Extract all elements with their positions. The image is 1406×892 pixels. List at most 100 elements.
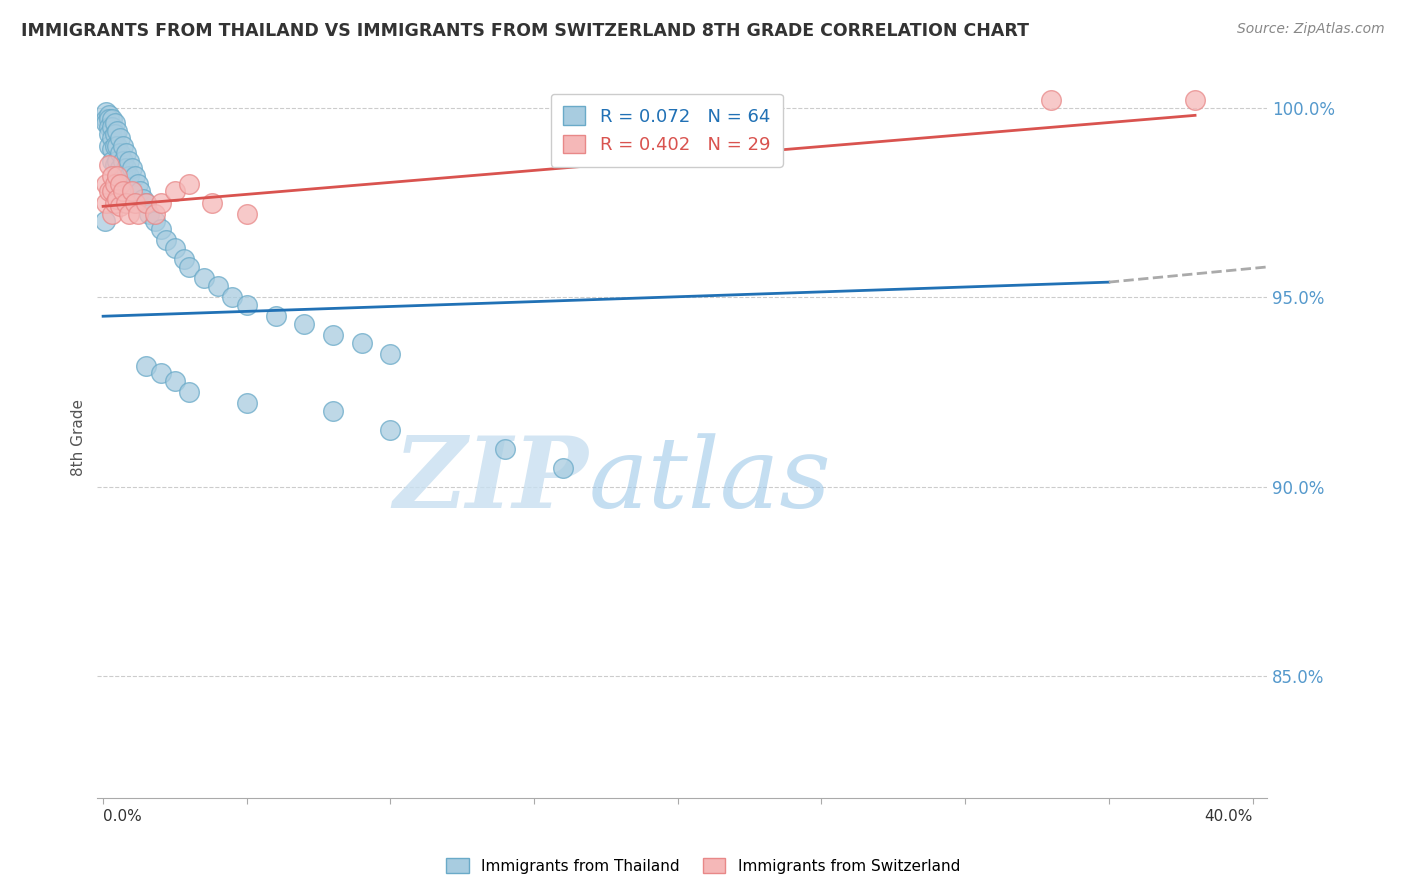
Point [179, 177, 201, 191]
Point [100, 143, 122, 157]
Point [124, 169, 146, 183]
Point [193, 271, 215, 285]
Point [104, 158, 127, 172]
Text: Source: ZipAtlas.com: Source: ZipAtlas.com [1237, 22, 1385, 37]
Point [149, 366, 172, 380]
Point [94, 177, 117, 191]
Point [350, 335, 373, 350]
Point [135, 195, 157, 210]
Point [93, 214, 115, 228]
Point [173, 252, 195, 267]
Point [135, 195, 157, 210]
Point [380, 423, 402, 437]
Point [110, 131, 132, 145]
Point [118, 153, 141, 168]
Point [236, 396, 259, 410]
Point [236, 207, 259, 221]
Point [97, 112, 120, 127]
Point [104, 177, 127, 191]
Point [201, 195, 224, 210]
Point [100, 131, 122, 145]
Point [143, 214, 166, 228]
Point [110, 146, 132, 161]
Point [94, 104, 117, 119]
Point [121, 161, 143, 176]
Point [155, 234, 177, 248]
Point [115, 161, 138, 176]
Point [104, 138, 127, 153]
Point [124, 195, 146, 210]
Point [115, 195, 138, 210]
Point [104, 195, 127, 210]
Point [129, 184, 152, 198]
Text: 40.0%: 40.0% [1204, 809, 1253, 824]
Point [179, 260, 201, 274]
Point [97, 120, 120, 134]
Point [107, 192, 129, 206]
Point [207, 279, 229, 293]
Point [97, 108, 120, 122]
Point [132, 192, 155, 206]
Point [97, 158, 120, 172]
Legend: R = 0.072   N = 64, R = 0.402   N = 29: R = 0.072 N = 64, R = 0.402 N = 29 [551, 94, 783, 167]
Point [110, 199, 132, 213]
Point [292, 317, 315, 331]
Point [100, 153, 122, 168]
Point [149, 195, 172, 210]
Point [666, 108, 689, 122]
Point [107, 138, 129, 153]
Point [127, 177, 149, 191]
Point [107, 123, 129, 137]
Point [94, 195, 117, 210]
Point [104, 128, 127, 142]
Point [118, 169, 141, 183]
Text: ZIP: ZIP [394, 433, 589, 529]
Point [107, 169, 129, 183]
Point [112, 169, 135, 183]
Point [494, 442, 516, 456]
Point [110, 161, 132, 176]
Point [121, 184, 143, 198]
Point [322, 404, 344, 418]
Point [264, 310, 287, 324]
Point [1184, 93, 1206, 107]
Point [107, 169, 129, 183]
Point [322, 328, 344, 343]
Point [100, 207, 122, 221]
Text: 0.0%: 0.0% [103, 809, 142, 824]
Point [380, 347, 402, 361]
Point [121, 184, 143, 198]
Point [110, 177, 132, 191]
Point [97, 138, 120, 153]
Point [94, 112, 117, 127]
Point [118, 207, 141, 221]
Point [149, 222, 172, 236]
Point [100, 184, 122, 198]
Point [100, 169, 122, 183]
Text: IMMIGRANTS FROM THAILAND VS IMMIGRANTS FROM SWITZERLAND 8TH GRADE CORRELATION CH: IMMIGRANTS FROM THAILAND VS IMMIGRANTS F… [21, 22, 1029, 40]
Point [221, 290, 243, 304]
Point [179, 385, 201, 400]
Point [104, 116, 127, 130]
Y-axis label: 8th Grade: 8th Grade [72, 399, 86, 476]
Legend: Immigrants from Thailand, Immigrants from Switzerland: Immigrants from Thailand, Immigrants fro… [440, 852, 966, 880]
Point [236, 298, 259, 312]
Point [107, 153, 129, 168]
Point [1040, 93, 1063, 107]
Point [97, 128, 120, 142]
Point [143, 207, 166, 221]
Text: atlas: atlas [589, 434, 831, 528]
Point [112, 138, 135, 153]
Point [112, 153, 135, 168]
Point [163, 241, 186, 255]
Point [97, 184, 120, 198]
Point [163, 374, 186, 388]
Point [112, 184, 135, 198]
Point [138, 207, 160, 221]
Point [100, 112, 122, 127]
Point [100, 120, 122, 134]
Point [115, 146, 138, 161]
Point [127, 207, 149, 221]
Point [163, 184, 186, 198]
Point [94, 116, 117, 130]
